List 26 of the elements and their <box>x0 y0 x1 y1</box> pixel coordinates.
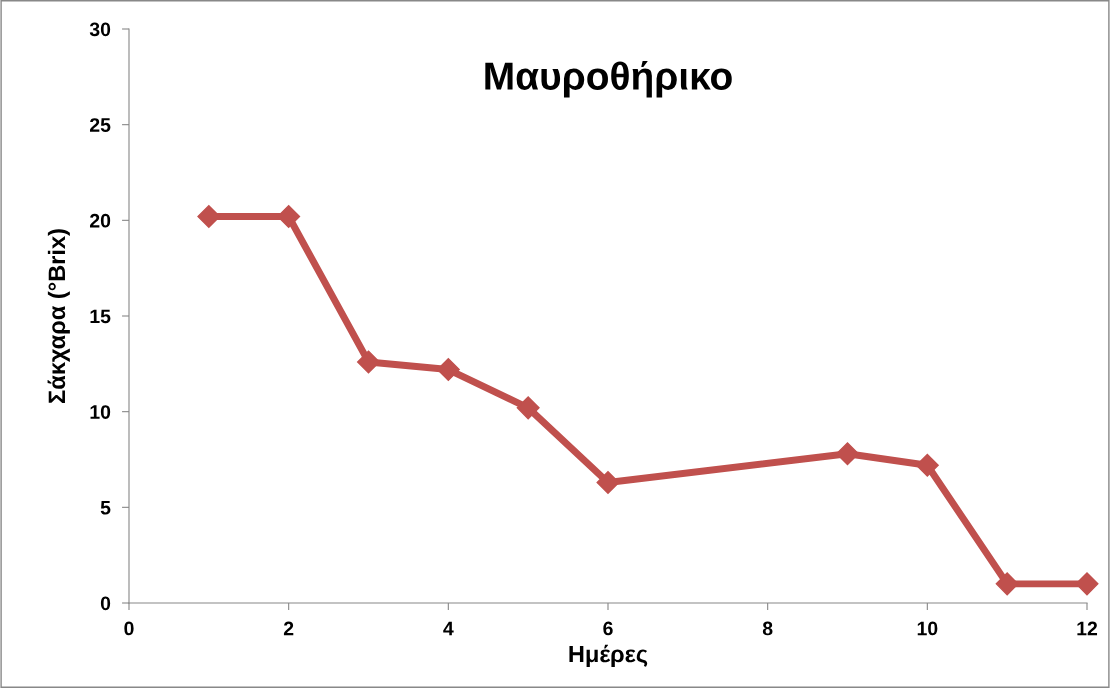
y-tick-label: 10 <box>90 405 111 419</box>
x-axis-title: Ημέρες <box>569 644 648 668</box>
text: Μαυροθήρικο <box>485 60 732 98</box>
point <box>1075 572 1099 596</box>
point <box>915 453 939 477</box>
point <box>436 358 460 382</box>
x-tick-label: 2 <box>283 621 294 636</box>
x-tick-label: 12 <box>1077 621 1098 636</box>
point <box>277 205 301 229</box>
point <box>357 350 380 374</box>
x-tick-label: 0 <box>124 621 134 636</box>
y-tick-label: 30 <box>89 22 111 37</box>
point <box>516 396 540 420</box>
x-tick-label: 8 <box>762 621 773 636</box>
x-tick-label: 6 <box>603 621 613 636</box>
point <box>836 442 859 466</box>
y-tick-label: 20 <box>89 213 111 228</box>
y-axis-title: Σάκχαρα (°Brix) <box>47 229 70 403</box>
y-tick-label: 15 <box>90 309 111 324</box>
point <box>596 470 620 494</box>
y-tick-label: 25 <box>89 118 111 132</box>
x-tick-label: 10 <box>917 621 938 636</box>
point <box>995 572 1019 596</box>
y-tick-label: 5 <box>100 501 111 515</box>
x-tick-label: 4 <box>443 621 454 636</box>
y-tick-label: 0 <box>100 596 111 611</box>
